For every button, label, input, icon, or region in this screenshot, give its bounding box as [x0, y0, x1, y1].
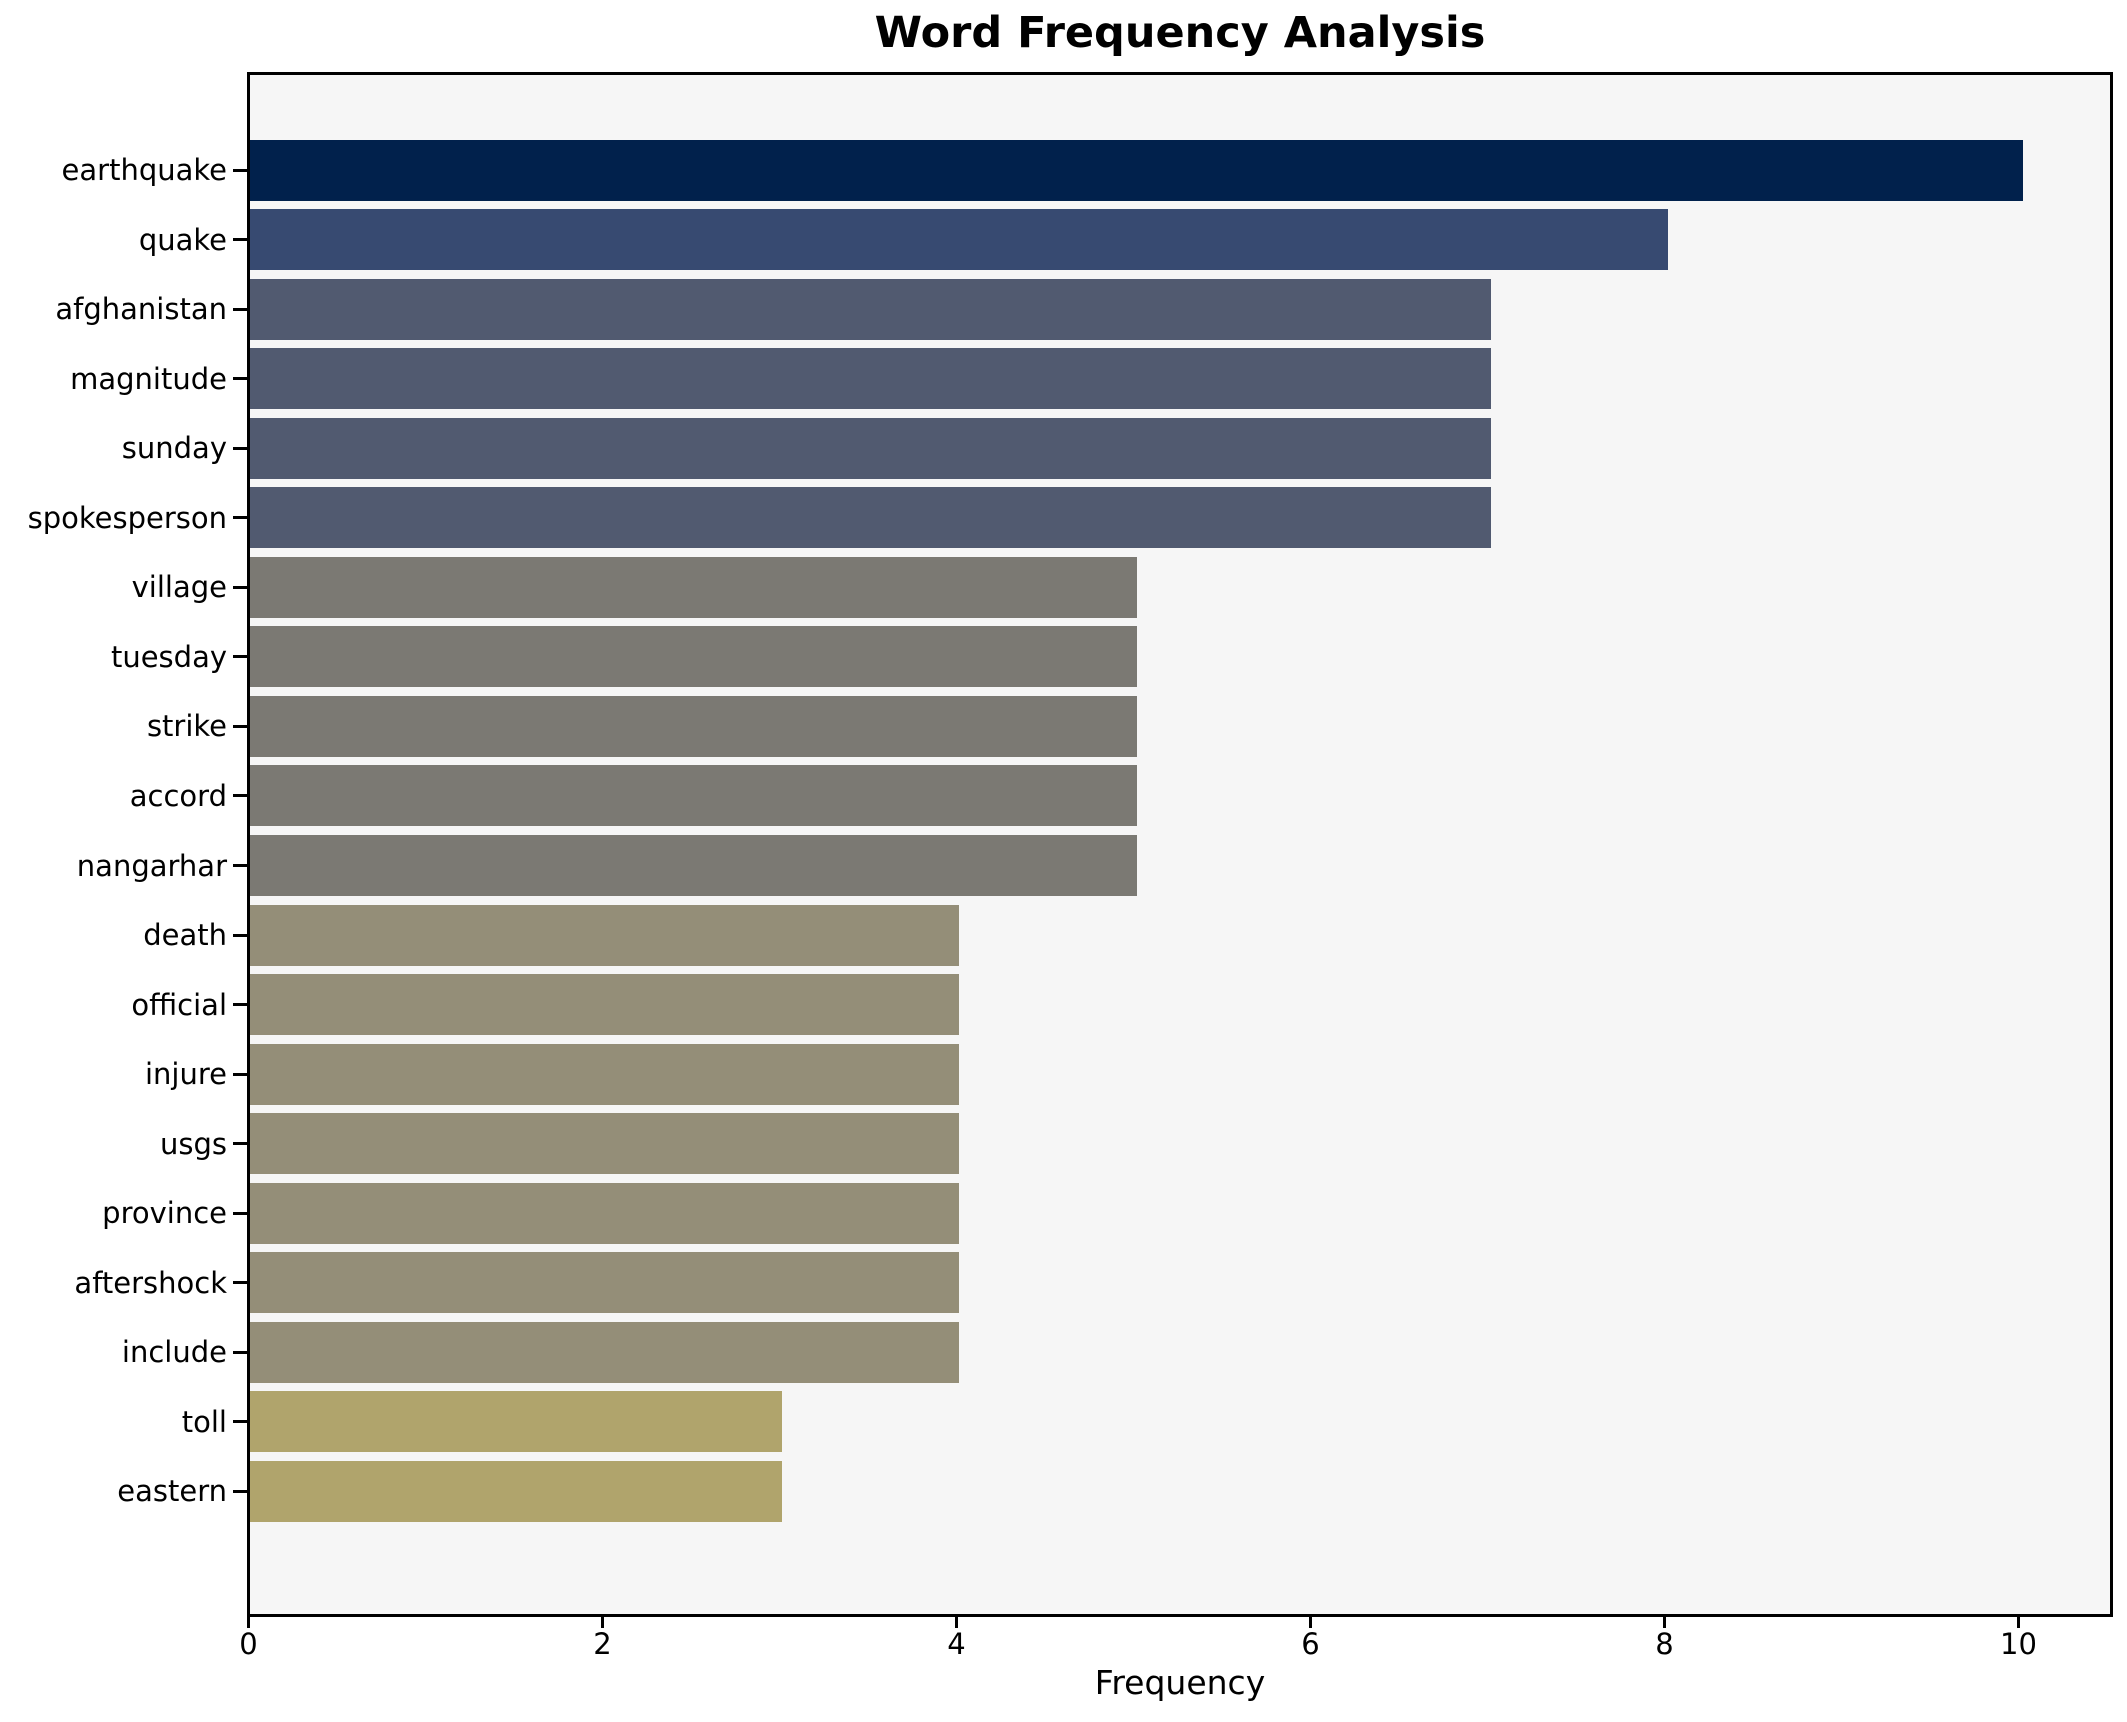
y-tick-mark: [233, 1489, 247, 1493]
bar-sunday: [250, 417, 1492, 479]
bar-spokesperson: [250, 487, 1492, 549]
y-tick-mark: [233, 1003, 247, 1007]
bar-province: [250, 1182, 960, 1244]
bar-official: [250, 974, 960, 1036]
y-tick-label-quake: quake: [138, 222, 227, 257]
bar-quake: [250, 209, 1669, 271]
y-tick-label-nangarhar: nangarhar: [76, 848, 227, 883]
x-tick-label-10: 10: [2000, 1627, 2037, 1661]
x-tick-label-6: 6: [1301, 1627, 1320, 1661]
bar-afghanistan: [250, 278, 1492, 340]
y-tick-label-accord: accord: [129, 778, 227, 813]
bar-usgs: [250, 1113, 960, 1175]
x-tick-mark: [1663, 1614, 1666, 1628]
x-tick-label-2: 2: [593, 1627, 612, 1661]
bars-layer: [250, 75, 2110, 1614]
bar-earthquake: [250, 139, 2023, 201]
y-tick-label-toll: toll: [181, 1404, 227, 1439]
bar-magnitude: [250, 348, 1492, 410]
x-axis-label: Frequency: [1094, 1663, 1266, 1702]
y-tick-mark: [233, 1350, 247, 1354]
y-tick-mark: [233, 585, 247, 589]
y-tick-mark: [233, 724, 247, 728]
y-tick-mark: [233, 238, 247, 242]
x-tick-mark: [247, 1614, 250, 1628]
bar-aftershock: [250, 1252, 960, 1314]
x-tick-label-8: 8: [1655, 1627, 1674, 1661]
bar-accord: [250, 765, 1137, 827]
y-tick-label-injure: injure: [144, 1057, 227, 1092]
y-tick-mark: [233, 307, 247, 311]
x-tick-label-0: 0: [239, 1627, 258, 1661]
y-tick-label-village: village: [131, 570, 227, 605]
y-tick-mark: [233, 1072, 247, 1076]
y-tick-mark: [233, 168, 247, 172]
y-tick-label-strike: strike: [146, 709, 227, 744]
bar-nangarhar: [250, 835, 1137, 896]
y-tick-mark: [233, 1211, 247, 1215]
y-tick-mark: [233, 655, 247, 659]
bar-village: [250, 556, 1137, 618]
x-tick-mark: [1309, 1614, 1312, 1628]
y-tick-mark: [233, 377, 247, 381]
y-tick-mark: [233, 516, 247, 520]
y-tick-mark: [233, 933, 247, 937]
y-tick-mark: [233, 1281, 247, 1285]
y-tick-label-magnitude: magnitude: [70, 361, 227, 396]
bar-strike: [250, 695, 1137, 757]
y-tick-label-eastern: eastern: [117, 1474, 227, 1509]
y-tick-label-sunday: sunday: [121, 431, 227, 466]
y-tick-mark: [233, 446, 247, 450]
y-tick-label-aftershock: aftershock: [74, 1265, 227, 1300]
bar-injure: [250, 1043, 960, 1105]
y-tick-label-afghanistan: afghanistan: [55, 292, 227, 327]
y-tick-label-include: include: [121, 1335, 227, 1370]
y-tick-label-tuesday: tuesday: [110, 639, 227, 674]
x-tick-mark: [955, 1614, 958, 1628]
bar-tuesday: [250, 626, 1137, 688]
bar-death: [250, 904, 960, 966]
y-tick-label-death: death: [143, 918, 227, 953]
y-tick-mark: [233, 794, 247, 798]
y-tick-mark: [233, 864, 247, 867]
y-tick-label-official: official: [131, 987, 227, 1022]
x-tick-label-4: 4: [947, 1627, 966, 1661]
plot-area: [247, 72, 2113, 1617]
bar-toll: [250, 1391, 782, 1453]
y-tick-label-usgs: usgs: [159, 1126, 227, 1161]
y-tick-mark: [233, 1420, 247, 1424]
chart-title: Word Frequency Analysis: [874, 8, 1486, 58]
y-tick-mark: [233, 1142, 247, 1146]
y-tick-label-spokesperson: spokesperson: [27, 500, 227, 535]
x-tick-mark: [601, 1614, 604, 1628]
y-tick-label-province: province: [102, 1196, 227, 1231]
bar-eastern: [250, 1460, 782, 1522]
y-tick-label-earthquake: earthquake: [61, 153, 227, 187]
bar-include: [250, 1321, 960, 1383]
x-tick-mark: [2017, 1614, 2020, 1628]
